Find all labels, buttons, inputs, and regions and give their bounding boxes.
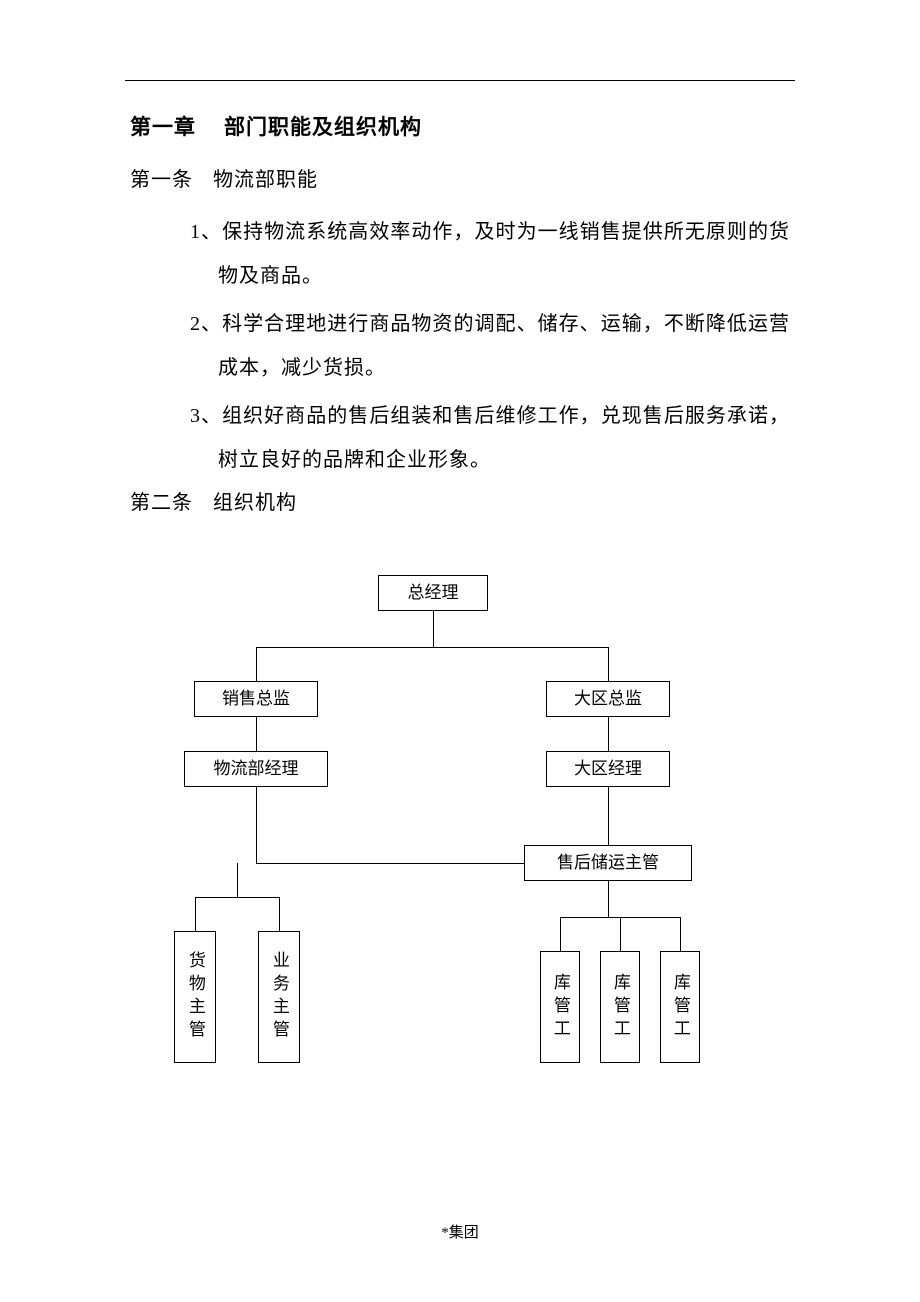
org-node-sales_d: 销售总监	[194, 681, 318, 717]
article-2-title: 组织机构	[213, 492, 297, 514]
org-connector	[279, 897, 280, 931]
article-1-item-2: 2、科学合理地进行商品物资的调配、储存、运输，不断降低运营成本，减少货损。	[158, 302, 790, 390]
org-chart: 总经理销售总监大区总监物流部经理大区经理售后储运主管货物主管业务主管库管工库管工…	[130, 575, 790, 1135]
org-node-gm: 总经理	[378, 575, 488, 611]
org-connector	[620, 917, 621, 951]
article-1-item-3: 3、组织好商品的售后组装和售后维修工作，兑现售后服务承诺，树立良好的品牌和企业形…	[158, 394, 790, 482]
org-node-cargo: 货物主管	[174, 931, 216, 1063]
top-rule	[125, 80, 795, 81]
org-connector	[608, 647, 609, 681]
org-connector	[256, 863, 524, 864]
org-connector	[608, 881, 609, 917]
chapter-number: 第一章	[130, 111, 196, 141]
org-node-wh2: 库管工	[600, 951, 640, 1063]
org-connector	[256, 787, 257, 863]
org-connector	[680, 917, 681, 951]
org-connector	[433, 611, 434, 647]
org-connector	[608, 717, 609, 751]
org-node-wh3: 库管工	[660, 951, 700, 1063]
article-1-title: 物流部职能	[213, 169, 318, 191]
org-connector	[608, 787, 609, 845]
article-2-heading: 第二条组织机构	[130, 486, 790, 515]
org-node-wh1: 库管工	[540, 951, 580, 1063]
org-connector	[256, 647, 608, 648]
article-2-number: 第二条	[130, 486, 193, 515]
org-connector	[195, 897, 279, 898]
article-1-heading: 第一条物流部职能	[130, 163, 790, 192]
org-node-biz: 业务主管	[258, 931, 300, 1063]
document-page: 第一章 部门职能及组织机构 第一条物流部职能 1、保持物流系统高效率动作，及时为一…	[0, 0, 920, 1302]
org-node-region_d: 大区总监	[546, 681, 670, 717]
article-1-item-1: 1、保持物流系统高效率动作，及时为一线销售提供所无原则的货物及商品。	[158, 210, 790, 298]
chapter-title-text: 部门职能及组织机构	[224, 115, 422, 139]
org-connector	[195, 897, 196, 931]
org-node-log_mgr: 物流部经理	[184, 751, 328, 787]
chapter-heading: 第一章 部门职能及组织机构	[130, 111, 790, 141]
org-connector	[256, 717, 257, 751]
org-connector	[237, 863, 238, 897]
org-connector	[256, 647, 257, 681]
org-node-after: 售后储运主管	[524, 845, 692, 881]
org-node-reg_mgr: 大区经理	[546, 751, 670, 787]
org-connector	[560, 917, 561, 951]
page-footer: *集团	[0, 1221, 920, 1242]
article-1-number: 第一条	[130, 163, 193, 192]
